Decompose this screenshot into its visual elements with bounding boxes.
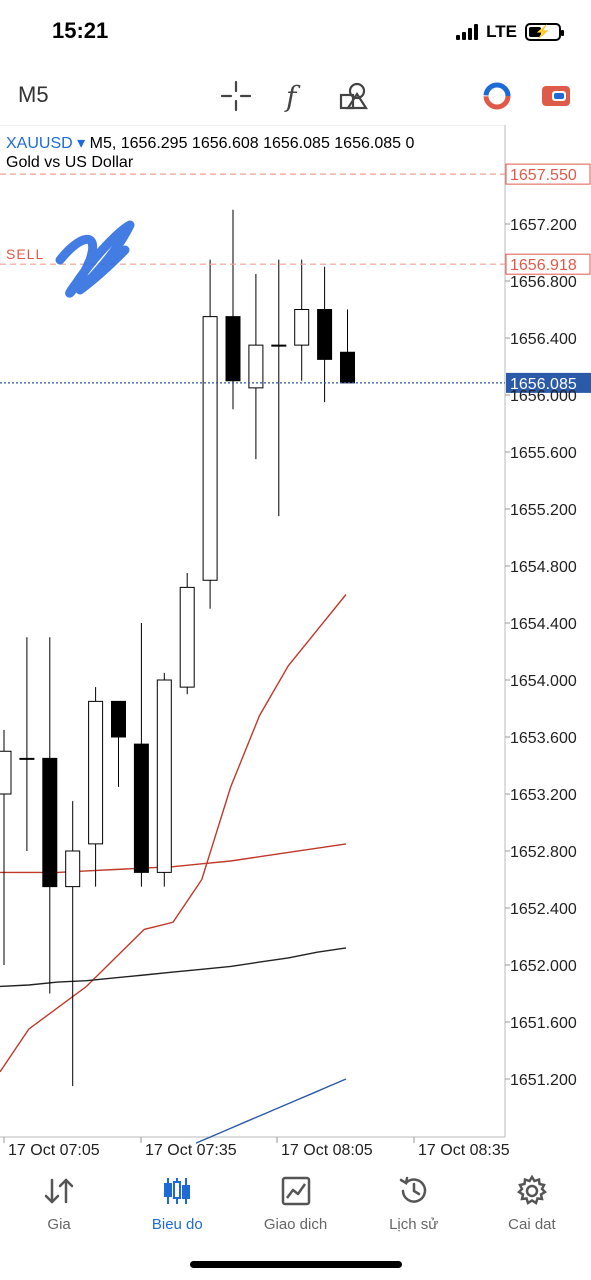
indicator-line [195,1078,347,1144]
nav-label: Lịch sử [389,1216,439,1233]
candle-bull [271,344,287,347]
candle-bull [248,344,264,389]
y-tick-label: 1654.400 [510,616,577,633]
y-tick-label: 1656.000 [510,388,577,405]
indicator-line [0,947,347,988]
candle-bull [156,679,172,873]
nav-label: Bieu do [151,1216,203,1233]
y-tick-label: 1652.800 [510,844,577,861]
nav-settings[interactable]: Cai dat [473,1168,591,1238]
symbol-dropdown-icon[interactable]: ▾ [77,135,86,152]
y-tick-label: 1655.200 [510,502,577,519]
signal-icon [456,24,479,40]
y-tick-label: 1656.800 [510,274,577,291]
network-label: LTE [486,22,517,41]
sell-order-label[interactable]: SELL [6,246,45,262]
nav-trade[interactable]: Giao dich [236,1168,354,1238]
status-time: 15:21 [52,18,109,43]
history-icon [399,1176,426,1203]
toggle-icon[interactable] [540,80,572,112]
chart-header: XAUUSD ▾ M5, 1656.295 1656.608 1656.085 … [6,133,414,153]
y-tick-label: 1651.200 [510,1072,577,1089]
symbol-description: Gold vs US Dollar [6,154,134,171]
nav-label: Gia [47,1216,71,1233]
y-tick-label: 1652.000 [510,958,577,975]
symbol-selector[interactable]: XAUUSD [6,135,73,152]
scribble-annotation [55,220,135,298]
candle-bear [133,743,149,873]
sell-price-label: 1656.918 [510,257,577,274]
chart-icon [164,1178,191,1204]
quotes-icon [44,1178,74,1204]
y-tick-label: 1657.200 [510,217,577,234]
candle-bull [294,309,310,346]
candle-bull [202,316,218,581]
nav-label: Giao dich [263,1216,328,1233]
objects-icon[interactable] [338,80,370,112]
indicator-line [0,843,347,874]
trade-icon [281,1176,310,1206]
nav-history[interactable]: Lịch sử [355,1168,473,1238]
settings-icon [516,1174,547,1205]
x-tick-label: 17 Oct 08:05 [281,1142,373,1159]
y-tick-label: 1655.600 [510,445,577,462]
candle-bear [225,316,241,382]
y-tick-label: 1654.000 [510,673,577,690]
indicator-line [0,594,347,1073]
candle-bear [340,351,355,384]
home-indicator [190,1261,402,1268]
battery-icon: ⚡ [525,23,564,41]
y-tick-label: 1652.400 [510,901,577,918]
y-tick-label: 1651.600 [510,1015,577,1032]
sell-price-tag [505,253,591,275]
bottom-nav: Gia Bieu do Giao dich Lịch sử [0,1168,591,1238]
candle-bear [111,700,126,738]
candle-bear [42,757,58,888]
candle-bull [65,850,81,888]
candle-bear [317,309,333,360]
nav-chart[interactable]: Bieu do [118,1168,236,1238]
y-tick-label: 1653.200 [510,787,577,804]
chart-toolbar: M5 f [0,70,591,120]
status-indicators: LTE ⚡ [456,22,564,42]
x-tick-label: 17 Oct 08:35 [418,1142,510,1159]
y-tick-label: 1653.600 [510,730,577,747]
y-tick-label: 1656.400 [510,331,577,348]
function-icon[interactable]: f [279,80,311,112]
candle-bull [19,757,35,760]
bid-price-label: 1656.085 [510,376,577,393]
x-tick-label: 17 Oct 07:05 [8,1142,100,1159]
nav-label: Cai dat [508,1216,556,1233]
y-tick-label: 1654.800 [510,559,577,576]
sell-price-tag [505,163,591,185]
ohlc-values: M5, 1656.295 1656.608 1656.085 1656.085 … [89,135,415,152]
price-chart[interactable]: 1657.550 1656.918 1656.085 1657.200 1656.80… [0,125,591,1165]
trade-mode-icon[interactable] [481,80,513,112]
sell-price-label: 1657.550 [510,167,577,184]
svg-text:f: f [284,80,301,112]
bid-price-tag [506,372,591,393]
x-tick-label: 17 Oct 07:35 [145,1142,237,1159]
timeframe-button[interactable]: M5 [18,82,49,107]
candle-bull [179,586,195,688]
candle-bull [88,700,104,845]
crosshair-icon[interactable] [220,80,252,112]
candle-bull [0,750,12,795]
nav-quotes[interactable]: Gia [0,1168,118,1238]
